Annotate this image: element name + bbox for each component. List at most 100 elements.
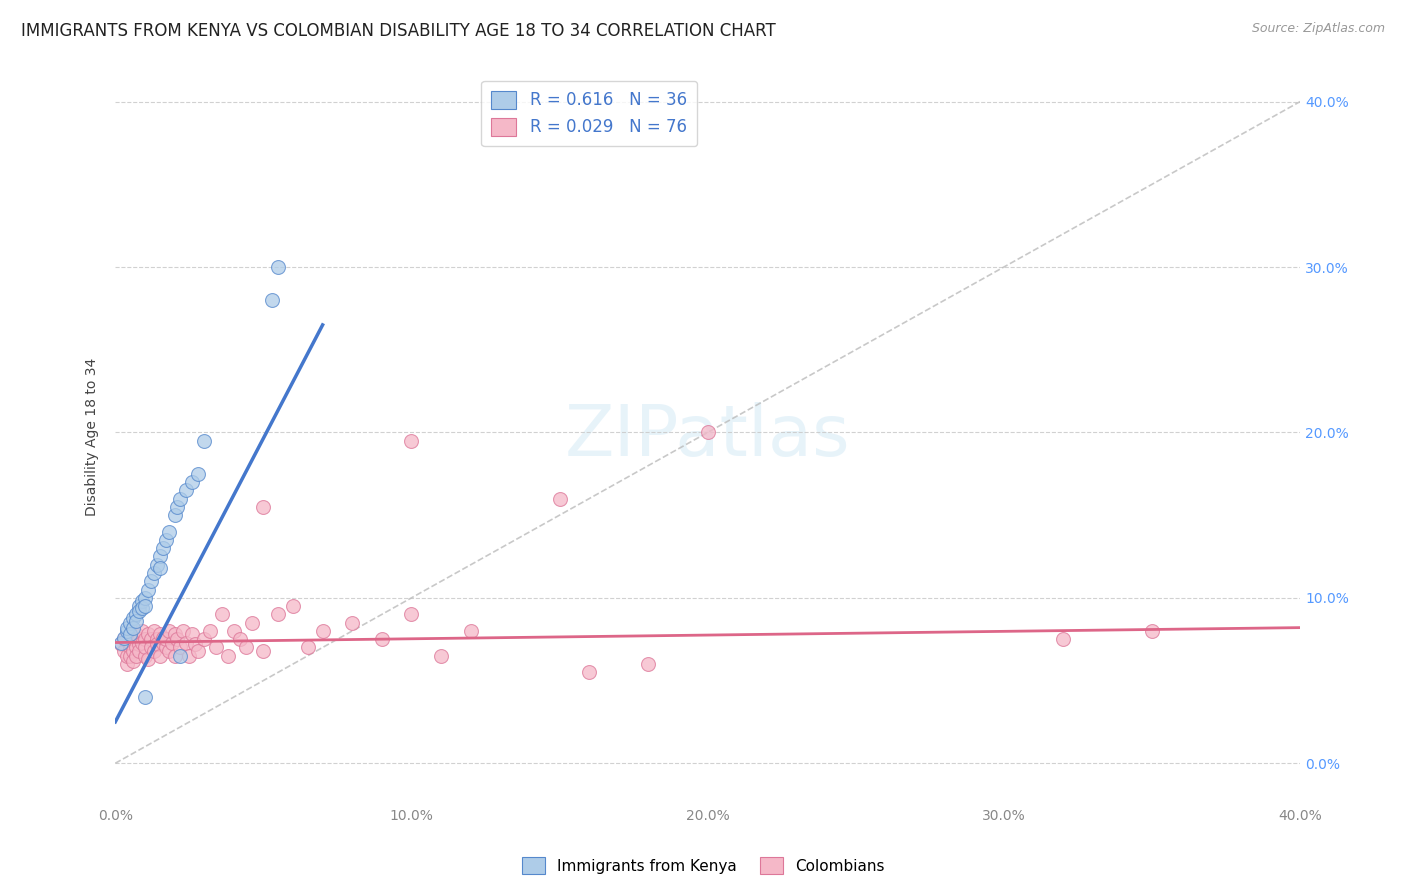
- Point: [155, 533, 177, 547]
- Point: [128, 632, 150, 647]
- Point: [125, 640, 148, 655]
- Point: [311, 624, 333, 638]
- Point: [136, 582, 159, 597]
- Point: [145, 637, 167, 651]
- Point: [142, 644, 165, 658]
- Point: [155, 632, 177, 647]
- Point: [401, 607, 423, 622]
- Point: [120, 627, 142, 641]
- Point: [112, 632, 135, 647]
- Point: [193, 632, 215, 647]
- Point: [120, 615, 142, 630]
- Point: [125, 627, 148, 641]
- Point: [460, 624, 482, 638]
- Point: [149, 627, 172, 641]
- Y-axis label: Disability Age 18 to 34: Disability Age 18 to 34: [86, 358, 100, 516]
- Point: [122, 632, 145, 647]
- Point: [115, 648, 138, 663]
- Point: [401, 434, 423, 448]
- Point: [134, 599, 156, 614]
- Point: [115, 657, 138, 671]
- Point: [149, 549, 172, 564]
- Point: [136, 652, 159, 666]
- Point: [149, 561, 172, 575]
- Point: [240, 615, 263, 630]
- Point: [157, 524, 180, 539]
- Point: [176, 635, 198, 649]
- Point: [1140, 624, 1163, 638]
- Point: [169, 648, 191, 663]
- Point: [131, 624, 153, 638]
- Point: [166, 632, 188, 647]
- Point: [131, 600, 153, 615]
- Point: [252, 644, 274, 658]
- Point: [120, 648, 142, 663]
- Point: [163, 648, 186, 663]
- Point: [187, 644, 209, 658]
- Point: [371, 632, 394, 647]
- Point: [152, 541, 174, 556]
- Text: Source: ZipAtlas.com: Source: ZipAtlas.com: [1251, 22, 1385, 36]
- Point: [145, 632, 167, 647]
- Point: [115, 621, 138, 635]
- Point: [1052, 632, 1074, 647]
- Point: [267, 607, 290, 622]
- Point: [136, 627, 159, 641]
- Point: [163, 508, 186, 523]
- Point: [187, 467, 209, 481]
- Point: [122, 654, 145, 668]
- Point: [139, 640, 162, 655]
- Point: [297, 640, 319, 655]
- Point: [139, 632, 162, 647]
- Point: [112, 644, 135, 658]
- Point: [128, 599, 150, 614]
- Point: [211, 607, 233, 622]
- Point: [184, 637, 207, 651]
- Point: [134, 690, 156, 705]
- Point: [222, 624, 245, 638]
- Point: [578, 665, 600, 680]
- Text: ZIPatlas: ZIPatlas: [565, 402, 851, 471]
- Point: [134, 648, 156, 663]
- Point: [134, 640, 156, 655]
- Point: [166, 500, 188, 514]
- Point: [198, 624, 221, 638]
- Point: [228, 632, 250, 647]
- Point: [122, 610, 145, 624]
- Point: [157, 644, 180, 658]
- Point: [122, 621, 145, 635]
- Point: [139, 574, 162, 589]
- Point: [120, 640, 142, 655]
- Point: [115, 624, 138, 638]
- Point: [131, 594, 153, 608]
- Point: [637, 657, 659, 671]
- Text: IMMIGRANTS FROM KENYA VS COLOMBIAN DISABILITY AGE 18 TO 34 CORRELATION CHART: IMMIGRANTS FROM KENYA VS COLOMBIAN DISAB…: [21, 22, 776, 40]
- Point: [134, 591, 156, 605]
- Point: [430, 648, 453, 663]
- Point: [217, 648, 239, 663]
- Point: [160, 635, 183, 649]
- Point: [120, 635, 142, 649]
- Point: [145, 558, 167, 572]
- Point: [128, 637, 150, 651]
- Point: [110, 637, 132, 651]
- Point: [157, 624, 180, 638]
- Point: [181, 627, 204, 641]
- Point: [128, 604, 150, 618]
- Point: [252, 500, 274, 514]
- Point: [112, 631, 135, 645]
- Point: [262, 293, 284, 307]
- Point: [235, 640, 257, 655]
- Point: [152, 631, 174, 645]
- Point: [205, 640, 228, 655]
- Point: [169, 491, 191, 506]
- Point: [172, 624, 194, 638]
- Legend: Immigrants from Kenya, Colombians: Immigrants from Kenya, Colombians: [516, 851, 890, 880]
- Legend: R = 0.616   N = 36, R = 0.029   N = 76: R = 0.616 N = 36, R = 0.029 N = 76: [481, 80, 697, 146]
- Point: [176, 483, 198, 498]
- Point: [267, 260, 290, 274]
- Point: [142, 566, 165, 580]
- Point: [181, 475, 204, 489]
- Point: [281, 599, 304, 614]
- Point: [131, 635, 153, 649]
